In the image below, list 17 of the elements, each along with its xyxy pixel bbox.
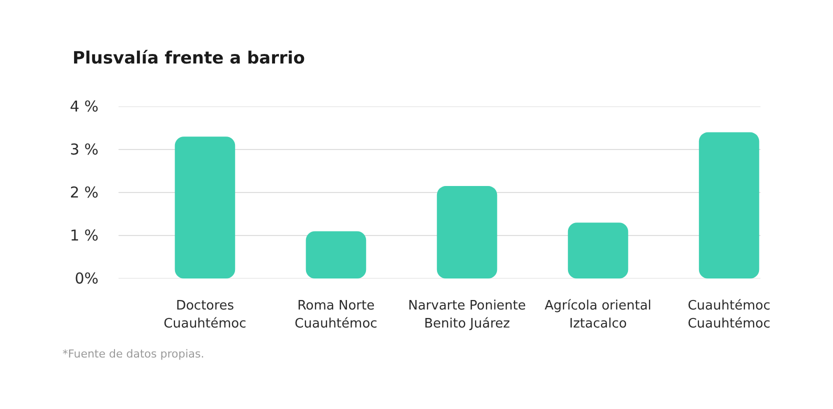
bar xyxy=(698,132,760,278)
x-tick-label: Narvarte Poniente Benito Juárez xyxy=(408,298,526,332)
text: *Fuente de datos propias. xyxy=(62,348,204,360)
bar xyxy=(306,231,366,278)
bar xyxy=(436,186,498,278)
y-tick-label: 4 % xyxy=(70,98,99,116)
x-tick-label: Doctores Cuauhtémoc xyxy=(164,298,246,332)
y-tick-label: 0% xyxy=(74,270,98,288)
x-tick-label: Cuauhtémoc Cuauhtémoc xyxy=(688,298,770,332)
y-tick-label: 2 % xyxy=(70,184,99,202)
bar xyxy=(568,222,628,278)
y-tick-label: 1 % xyxy=(70,226,99,244)
y-tick-label: 3 % xyxy=(70,140,99,158)
x-tick-label: Roma Norte Cuauhtémoc xyxy=(294,298,378,332)
x-tick-label: Agrícola oriental Iztacalco xyxy=(544,298,652,332)
chart-title: Plusvalía frente a barrio xyxy=(72,48,305,68)
bar xyxy=(174,136,236,278)
